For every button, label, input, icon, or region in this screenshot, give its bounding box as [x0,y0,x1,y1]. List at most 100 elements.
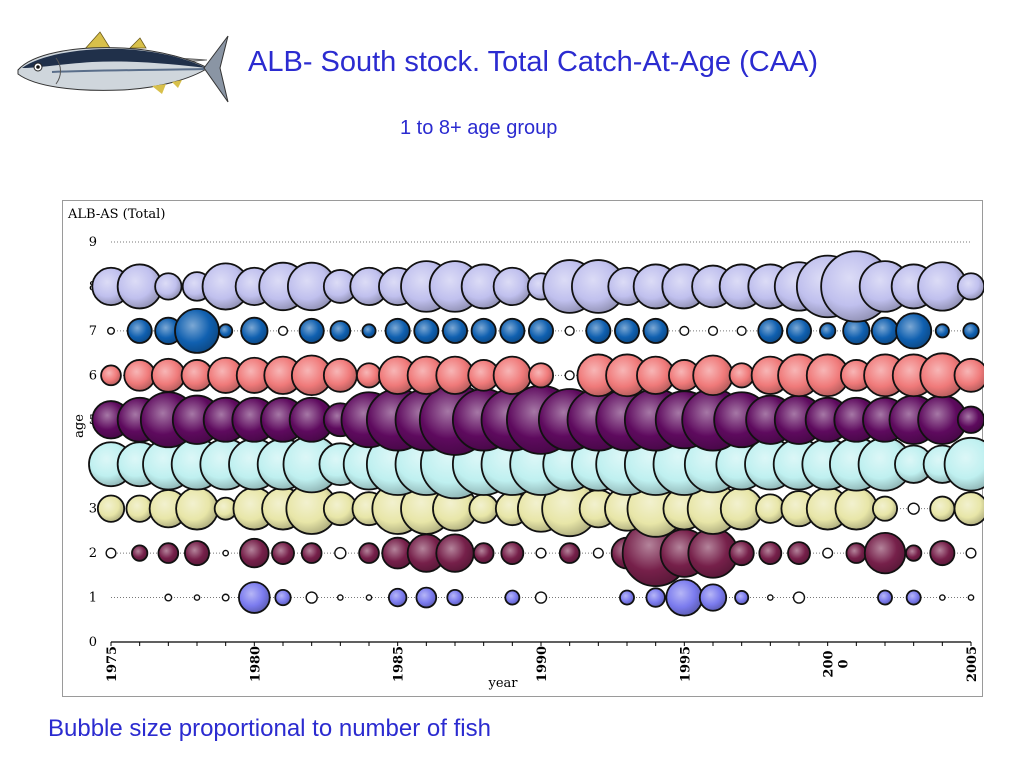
bubble-age2-1991 [558,542,581,564]
bubble-age1-1996 [698,583,728,612]
bubble-age1-1987 [446,588,464,607]
bubble-age7-1988 [470,317,497,344]
bubble-age2-2003 [905,544,923,562]
bubble-age7-1989 [499,317,526,344]
y-tick-label: 1 [89,591,97,606]
bubble-age2-2001 [845,542,868,564]
bubble-age6-1990 [527,362,554,389]
bubble-age2-2002 [863,531,907,575]
bubble-age7-1999 [786,317,813,344]
bubble-age1-1979 [221,593,230,602]
bubble-age1-1981 [274,588,292,607]
bubble-age7-1976 [126,317,153,344]
bubble-age1-2005 [967,594,975,601]
slide-caption: Bubble size proportional to number of fi… [48,715,491,742]
bubble-age4-2005 [943,436,984,492]
y-tick-label: 7 [89,324,97,339]
y-tick-label: 0 [89,635,97,650]
y-tick-label: 9 [89,235,97,250]
bubble-age7-1986 [413,317,440,344]
bubble-age1-2003 [905,589,922,606]
bubble-age6-1983 [322,357,358,393]
bubble-age5-2005 [956,405,984,434]
bubble-age2-1992 [592,547,604,559]
bubble-age3-1988 [468,493,499,524]
y-tick-label: 2 [89,546,97,561]
bubble-age3-2005 [953,491,984,527]
x-axis [110,641,972,646]
bubble-age2-1981 [271,541,295,566]
x-tick-label: 2005 [965,646,980,682]
x-tick-label: 1985 [392,646,407,682]
chart-title: ALB-AS (Total) [67,207,165,222]
bubble-age1-1999 [792,591,806,604]
bubble-chart: ALB-AS (Total) 0123456789 19751980198519… [67,207,984,691]
bubble-age1-1983 [336,594,344,601]
chart-frame: ALB-AS (Total) 0123456789 19751980198519… [62,200,984,697]
bubble-age8-1989 [492,266,532,307]
bubble-age1-2002 [877,589,893,606]
bubble-age3-2001 [834,486,879,531]
bubble-age6-1991 [564,370,575,381]
bubble-age1-1986 [415,586,438,609]
bubble-age1-1985 [387,587,408,608]
bubble-age1-1993 [619,589,635,606]
bubble-age2-1990 [535,547,547,559]
bubble-age1-1990 [534,591,548,604]
bubble-age2-2004 [929,540,956,567]
slide-subtitle: 1 to 8+ age group [400,117,558,139]
bubble-age7-1992 [585,317,612,344]
bubble-age7-1978 [174,307,220,354]
x-tick-label: 1980 [248,646,263,682]
x-tick-label: 1990 [535,646,550,682]
y-axis-label: age [72,414,87,438]
bubble-age3-2003 [907,502,920,515]
bubble-age3-1975 [96,494,126,523]
bubble-age2-1999 [787,541,811,566]
bubble-age2-2000 [822,547,834,559]
bubble-age1-1995 [665,578,704,617]
bubble-age7-2002 [870,316,900,345]
bubble-age8-1977 [154,272,183,301]
bubble-age2-1975 [105,547,117,559]
bubble-age2-1989 [500,541,525,566]
bubble-age3-1998 [755,493,786,524]
y-tick-label: 6 [89,368,97,383]
bubble-age1-1989 [504,589,521,606]
bubble-age1-1977 [164,593,173,602]
bubble-age7-1987 [441,317,468,344]
bubble-age7-2004 [934,323,950,339]
bubble-age6-1989 [492,355,532,395]
bubble-age6-1996 [692,354,734,397]
bubble-age3-2004 [929,495,956,522]
bubble-age2-1988 [472,542,495,564]
bubble-age7-1984 [361,323,377,339]
bubble-age6-2005 [953,357,984,393]
bubble-age7-2000 [819,322,837,340]
bubble-age7-2003 [895,312,933,350]
bubble-age7-1979 [218,323,234,339]
bubble-age7-1996 [707,325,719,336]
slide-title: ALB- South stock. Total Catch-At-Age (CA… [248,46,819,78]
bubble-age2-1987 [435,533,475,573]
bubble-age1-1998 [766,594,774,601]
bubble-age2-1998 [758,541,783,566]
bubble-age2-2005 [965,547,977,559]
bubble-age7-1983 [329,320,352,342]
bubble-age1-1984 [365,594,373,601]
bubble-age7-1997 [736,325,747,336]
bubble-age7-2005 [962,322,980,340]
bubble-age2-1982 [300,542,323,564]
bubble-age7-1975 [107,326,116,335]
bubble-age2-1997 [728,540,755,567]
bubble-age1-1982 [305,591,318,604]
bubble-age2-1979 [222,549,230,557]
bubble-age6-1976 [123,359,156,392]
albacore-tuna-image [17,31,229,103]
bubble-age7-1995 [679,325,690,336]
bubble-age7-1991 [564,325,575,336]
bubble-age2-1978 [184,540,211,567]
bubble-age1-1994 [645,587,666,608]
bubble-age8-2005 [956,272,984,301]
bubble-age1-1978 [193,594,201,601]
